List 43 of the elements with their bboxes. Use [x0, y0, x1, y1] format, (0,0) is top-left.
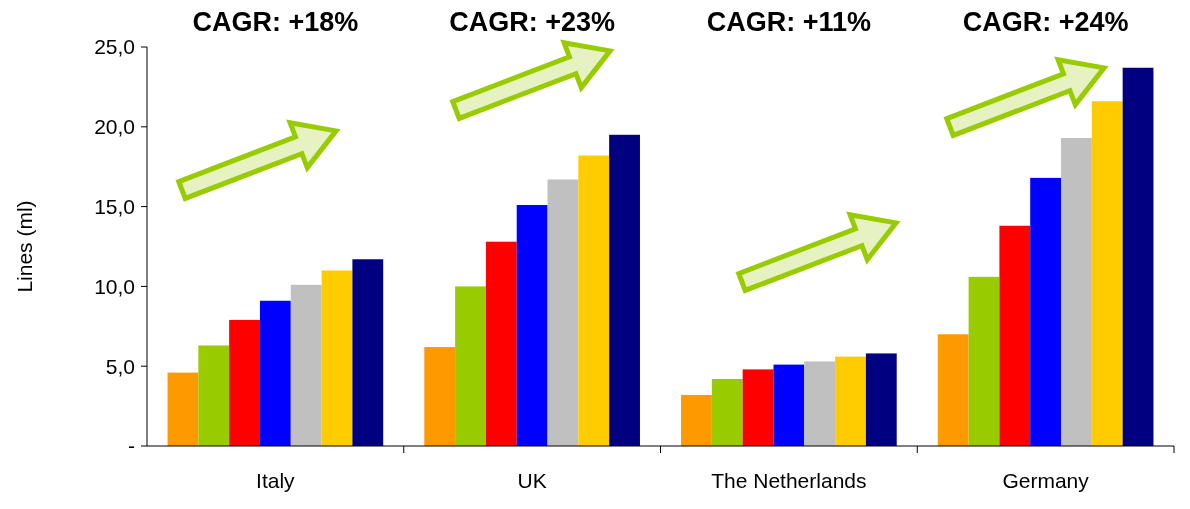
- text: CAGR: +18%: [192, 7, 359, 38]
- bar: [424, 347, 456, 446]
- y-tick-label: 15,0: [94, 194, 135, 218]
- x-tick-label: UK: [517, 469, 547, 492]
- bar: [578, 155, 610, 446]
- bar: [999, 225, 1031, 446]
- bar: [229, 319, 260, 446]
- y-tick-label: 5,0: [105, 354, 135, 378]
- bar: [865, 353, 897, 446]
- bar: [516, 205, 548, 446]
- x-tick-label: Germany: [1002, 469, 1090, 492]
- bar: [804, 361, 836, 446]
- bar: [290, 284, 322, 446]
- bar: [485, 241, 517, 446]
- text: CAGR: +11%: [706, 7, 872, 38]
- x-tick-label: The Netherlands: [711, 469, 867, 492]
- y-axis-title: Lines (ml): [13, 200, 36, 293]
- bar: [937, 334, 969, 446]
- bar: [1061, 137, 1092, 446]
- bar: [1091, 101, 1123, 446]
- y-tick-label: -: [128, 434, 135, 458]
- text: CAGR: +23%: [449, 7, 616, 38]
- bar: [455, 286, 486, 446]
- bar: [321, 270, 353, 446]
- bar: [773, 364, 805, 446]
- bar: [352, 259, 384, 446]
- text: CAGR: +24%: [962, 7, 1129, 38]
- bar: [835, 356, 866, 446]
- bar: [167, 372, 199, 446]
- bar: [968, 276, 1000, 446]
- bar: [198, 345, 230, 446]
- bar: [742, 369, 774, 446]
- bar: [547, 179, 579, 446]
- bar: [681, 394, 712, 446]
- y-tick-label: 25,0: [94, 35, 135, 59]
- bar: [711, 378, 743, 446]
- bar: [609, 134, 640, 446]
- x-tick-label: Italy: [256, 469, 296, 492]
- bar: [1122, 67, 1154, 446]
- y-tick-label: 20,0: [94, 115, 135, 139]
- bar: [1030, 177, 1062, 446]
- bar: [259, 300, 291, 446]
- y-tick-label: 10,0: [94, 274, 135, 298]
